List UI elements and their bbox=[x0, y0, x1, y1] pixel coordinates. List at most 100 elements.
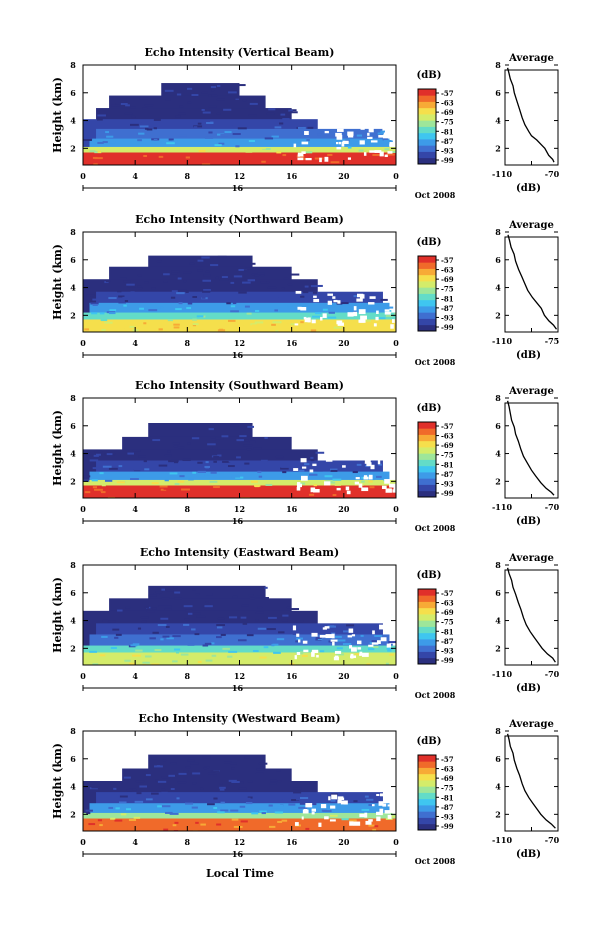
echo-speckle bbox=[163, 273, 170, 276]
echo-speckle bbox=[281, 465, 290, 468]
x-tick-label: 20 bbox=[338, 171, 350, 181]
echo-speckle bbox=[126, 283, 135, 286]
data-gap bbox=[331, 633, 335, 639]
average-title-2: Average bbox=[508, 220, 554, 231]
avg-y-tick-label: 4 bbox=[495, 116, 501, 126]
avg-y-tick-label: 8 bbox=[495, 726, 501, 736]
echo-speckle bbox=[258, 475, 263, 478]
colorbar-segment bbox=[418, 484, 436, 492]
echo-speckle bbox=[108, 141, 116, 144]
colorbar-segment bbox=[418, 805, 436, 812]
echo-speckle bbox=[260, 459, 268, 462]
echo-speckle bbox=[212, 447, 218, 450]
echo-speckle bbox=[158, 605, 167, 608]
avg-y-tick-label: 2 bbox=[495, 476, 501, 486]
echo-speckle bbox=[120, 102, 128, 105]
average-title-5: Average bbox=[508, 719, 554, 730]
echo-speckle bbox=[269, 825, 276, 828]
echo-speckle bbox=[254, 485, 260, 488]
echo-speckle bbox=[185, 156, 190, 159]
x-tick-label: 20 bbox=[338, 837, 350, 847]
data-gap bbox=[349, 645, 353, 649]
data-gap bbox=[347, 157, 351, 160]
echo-speckle bbox=[104, 153, 109, 156]
echo-speckle bbox=[145, 774, 151, 777]
echo-speckle bbox=[130, 644, 138, 647]
x-tick-label: 0 bbox=[393, 837, 399, 847]
echo-speckle bbox=[216, 636, 222, 639]
echo-speckle bbox=[172, 442, 180, 445]
echo-speckle bbox=[257, 470, 262, 473]
echo-speckle bbox=[178, 302, 183, 305]
echo-speckle bbox=[203, 274, 211, 277]
echo-speckle bbox=[158, 328, 163, 331]
echo-speckle bbox=[131, 115, 136, 118]
echo-speckle bbox=[141, 620, 147, 623]
echo-speckle bbox=[85, 809, 93, 812]
y-axis-label-4: Height (km) bbox=[51, 577, 64, 653]
echo-speckle bbox=[174, 461, 179, 464]
echo-speckle bbox=[161, 805, 171, 808]
echo-speckle bbox=[174, 597, 182, 600]
echo-speckle bbox=[328, 311, 335, 314]
y-tick-label: 6 bbox=[70, 421, 76, 431]
echo-speckle bbox=[154, 660, 160, 663]
echo-speckle bbox=[164, 454, 172, 457]
data-gap bbox=[367, 136, 373, 140]
data-gap bbox=[363, 152, 367, 156]
echo-speckle bbox=[257, 272, 265, 275]
echo-speckle bbox=[236, 456, 241, 459]
echo-speckle bbox=[161, 588, 166, 591]
echo-speckle bbox=[101, 635, 108, 638]
echo-speckle bbox=[92, 663, 99, 665]
colorbar-tick-label: -87 bbox=[441, 470, 454, 479]
data-gap bbox=[384, 309, 390, 312]
echo-speckle bbox=[158, 464, 168, 467]
echo-speckle bbox=[170, 296, 176, 299]
echo-speckle bbox=[230, 762, 237, 765]
y-tick-label: 8 bbox=[70, 227, 76, 237]
data-gap bbox=[324, 816, 329, 820]
echo-speckle bbox=[93, 155, 99, 158]
data-gap bbox=[319, 157, 322, 163]
avg-y-tick-label: 8 bbox=[495, 60, 501, 70]
data-gap bbox=[304, 131, 309, 136]
echo-speckle bbox=[154, 649, 162, 652]
echo-speckle bbox=[83, 475, 91, 478]
echo-speckle bbox=[162, 91, 169, 94]
echo-speckle bbox=[208, 428, 214, 431]
colorbar-tick-label: -63 bbox=[441, 765, 454, 774]
echo-speckle bbox=[99, 312, 105, 315]
echo-speckle bbox=[297, 126, 306, 129]
echo-speckle bbox=[146, 128, 153, 131]
echo-speckle bbox=[197, 269, 203, 272]
echo-speckle bbox=[194, 633, 200, 636]
data-gap bbox=[387, 151, 393, 154]
echo-speckle bbox=[207, 803, 215, 806]
echo-speckle bbox=[193, 647, 199, 650]
y-tick-label: 2 bbox=[70, 809, 76, 819]
colorbar-tick-label: -81 bbox=[441, 460, 454, 469]
echo-speckle bbox=[277, 658, 284, 661]
echo-speckle bbox=[94, 450, 103, 453]
data-gap bbox=[351, 647, 357, 652]
echo-speckle bbox=[177, 781, 187, 784]
echo-speckle bbox=[196, 615, 206, 618]
echo-speckle bbox=[194, 150, 203, 153]
echo-speckle bbox=[394, 312, 396, 315]
echo-speckle bbox=[293, 787, 302, 790]
echo-speckle bbox=[185, 290, 189, 293]
colorbar-segment bbox=[418, 773, 436, 781]
colorbar-tick-label: -63 bbox=[441, 266, 454, 275]
data-gap bbox=[302, 640, 308, 644]
x-tick-label: 8 bbox=[185, 837, 191, 847]
echo-speckle bbox=[299, 797, 309, 800]
echo-speckle bbox=[102, 465, 112, 468]
colorbar-tick-label: -57 bbox=[441, 755, 454, 764]
echo-speckle bbox=[187, 442, 191, 445]
echo-speckle bbox=[232, 133, 241, 136]
echo-speckle bbox=[120, 100, 127, 103]
echo-speckle bbox=[380, 130, 385, 133]
colorbar-segment bbox=[418, 145, 436, 152]
echo-speckle bbox=[214, 123, 219, 126]
